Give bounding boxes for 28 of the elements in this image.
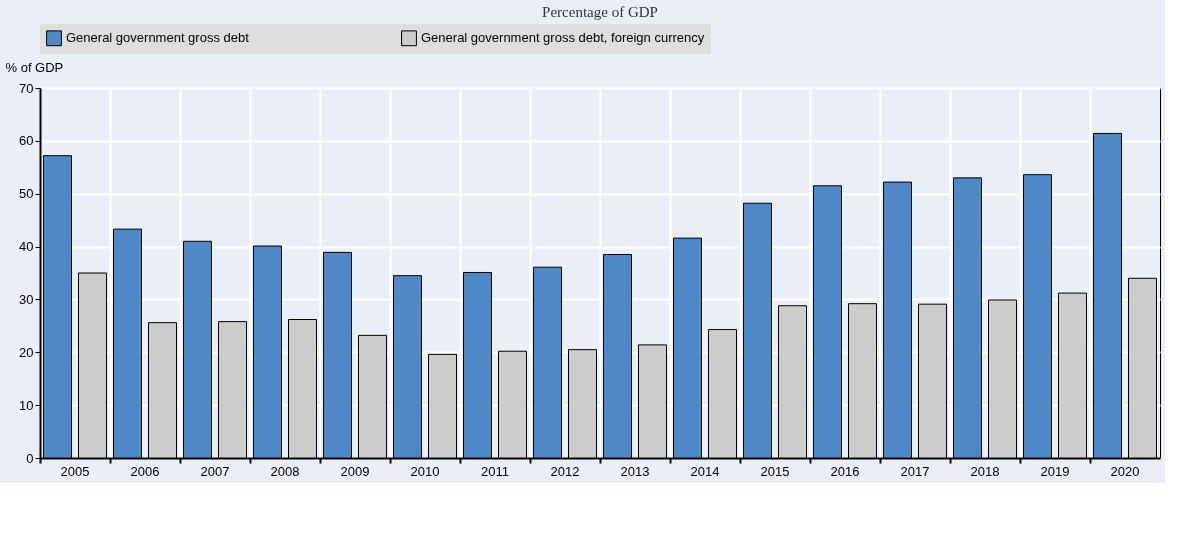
x-tick-label: 2008 — [270, 463, 300, 479]
x-tick-label: 2018 — [970, 463, 1000, 479]
y-tick-label: 10 — [19, 397, 34, 413]
y-tick-label: 30 — [19, 291, 34, 307]
y-axis-title: % of GDP — [5, 59, 64, 75]
x-tick-label: 2011 — [481, 463, 509, 479]
x-tick-label: 2006 — [130, 463, 160, 479]
x-tick-label: 2012 — [550, 463, 580, 479]
legend-label: General government gross debt, foreign currency — [421, 30, 705, 46]
x-tick-label: 2013 — [620, 463, 650, 479]
y-tick-label: 60 — [19, 133, 34, 149]
x-tick-label: 2017 — [900, 463, 930, 479]
legend-label: General government gross debt — [66, 30, 250, 46]
y-tick-label: 70 — [19, 80, 34, 96]
x-tick-label: 2019 — [1040, 463, 1070, 479]
y-tick-label: 40 — [19, 239, 34, 255]
x-tick-label: 2010 — [410, 463, 440, 479]
x-tick-label: 2007 — [200, 463, 230, 479]
chart-subtitle: Percentage of GDP — [542, 4, 658, 20]
x-tick-label: 2009 — [340, 463, 370, 479]
y-tick-label: 0 — [26, 450, 34, 466]
x-tick-label: 2016 — [830, 463, 860, 479]
x-tick-label: 2020 — [1110, 463, 1140, 479]
x-tick-label: 2015 — [760, 463, 790, 479]
y-tick-label: 20 — [19, 344, 34, 360]
x-tick-label: 2005 — [60, 463, 90, 479]
x-tick-label: 2014 — [690, 463, 720, 479]
y-tick-label: 50 — [19, 186, 34, 202]
